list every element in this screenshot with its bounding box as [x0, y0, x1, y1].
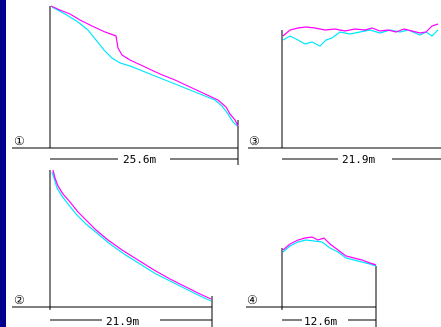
profile-4-number: ④ [247, 293, 258, 307]
profile-3-line-cyan [282, 29, 439, 47]
profile-2-line-magenta [52, 169, 212, 300]
profile-3: ③ 21.9m [248, 23, 441, 166]
profile-2-line-cyan [51, 171, 212, 302]
profile-1-number: ① [14, 134, 25, 148]
profile-4-line-cyan [282, 239, 377, 267]
profile-2: ② 21.9m [12, 169, 213, 327]
profile-1-line-magenta [50, 5, 239, 127]
profile-3-line-magenta [282, 23, 439, 37]
profile-1-line-cyan [51, 6, 238, 127]
profile-4: ④ 12.6m [246, 236, 377, 327]
profile-4-line-magenta [282, 236, 377, 266]
profiles-drawing: ① 25.6m ③ 21.9m [12, 5, 441, 327]
profile-1: ① 25.6m [12, 5, 239, 166]
profile-2-span-label: 21.9m [106, 315, 139, 327]
profile-3-number: ③ [249, 134, 260, 148]
profile-3-span-label: 21.9m [342, 153, 375, 166]
drawing-panel: ① 25.6m ③ 21.9m [6, 0, 441, 327]
profile-2-number: ② [14, 293, 25, 307]
profile-1-span-label: 25.6m [123, 153, 156, 166]
profile-4-span-label: 12.6m [304, 315, 337, 327]
